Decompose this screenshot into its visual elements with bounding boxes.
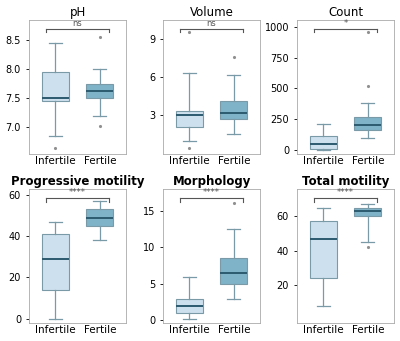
Title: Volume: Volume: [190, 5, 234, 18]
Text: ns: ns: [207, 19, 216, 28]
Title: Progressive motility: Progressive motility: [11, 175, 144, 188]
Text: ****: ****: [203, 188, 220, 197]
PathPatch shape: [42, 72, 69, 101]
PathPatch shape: [86, 84, 113, 98]
PathPatch shape: [310, 136, 337, 149]
Text: *: *: [344, 19, 348, 28]
Text: ****: ****: [69, 188, 86, 197]
Title: Morphology: Morphology: [172, 175, 251, 188]
PathPatch shape: [220, 101, 247, 119]
PathPatch shape: [176, 112, 203, 127]
PathPatch shape: [176, 298, 203, 313]
Title: Count: Count: [328, 5, 363, 18]
Title: pH: pH: [70, 5, 86, 18]
Text: ****: ****: [337, 188, 354, 197]
Title: Total motility: Total motility: [302, 175, 389, 188]
PathPatch shape: [354, 117, 381, 130]
PathPatch shape: [86, 209, 113, 226]
PathPatch shape: [310, 221, 337, 278]
Text: ns: ns: [73, 19, 82, 28]
PathPatch shape: [42, 234, 69, 290]
PathPatch shape: [354, 208, 381, 216]
PathPatch shape: [220, 258, 247, 284]
